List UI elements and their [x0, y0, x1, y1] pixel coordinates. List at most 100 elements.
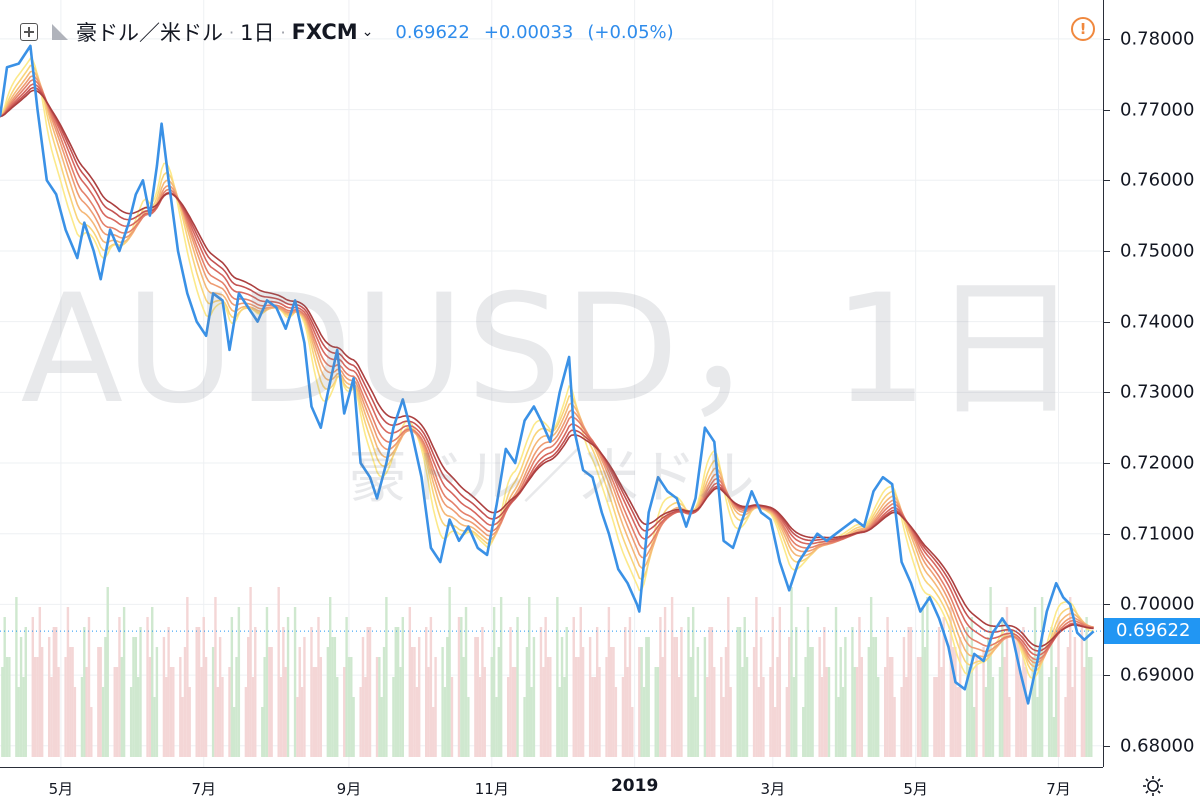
- volume-bar: [69, 647, 72, 757]
- volume-bar: [720, 657, 723, 757]
- chart-canvas[interactable]: [0, 0, 1103, 767]
- price-tick-mark: [1104, 321, 1110, 323]
- volume-bar: [706, 677, 709, 757]
- volume-bar: [417, 637, 421, 757]
- volume-bar: [694, 697, 697, 757]
- volume-bar: [33, 657, 37, 757]
- volume-bar: [1024, 667, 1027, 757]
- volume-bar: [530, 687, 533, 757]
- volume-bar: [298, 647, 301, 757]
- volume-bar: [251, 677, 255, 757]
- volume-bar: [736, 627, 739, 757]
- gear-icon[interactable]: [1142, 775, 1164, 797]
- volume-bar: [790, 587, 793, 757]
- price-tick-label: 0.69000: [1120, 664, 1195, 686]
- volume-bar: [202, 617, 205, 757]
- volume-bar: [64, 657, 67, 757]
- volume-bar: [392, 677, 395, 757]
- time-tick-label: 7月: [1046, 780, 1071, 798]
- plus-square-icon[interactable]: [20, 23, 38, 41]
- volume-bar: [677, 677, 681, 757]
- volume-bar: [598, 667, 601, 757]
- volume-bar: [769, 667, 772, 757]
- volume-bar: [129, 687, 133, 757]
- alert-circle-icon[interactable]: !: [1071, 17, 1095, 41]
- volume-bar: [610, 647, 613, 757]
- exchange-label[interactable]: FXCM: [291, 20, 358, 44]
- price-tick-mark: [1104, 109, 1110, 111]
- volume-bar: [1015, 637, 1018, 757]
- volume-bar: [673, 637, 676, 757]
- volume-bar: [268, 647, 271, 757]
- volume-bar: [155, 647, 159, 757]
- volume-bar: [31, 617, 34, 757]
- time-tick-label: 7月: [191, 780, 217, 798]
- volume-bar: [656, 667, 660, 757]
- volume-bar: [787, 637, 791, 757]
- volume-bar: [197, 627, 201, 757]
- symbol-name[interactable]: 豪ドル／米ドル: [76, 21, 223, 45]
- volume-bar: [120, 657, 123, 757]
- volume-bar: [195, 627, 198, 757]
- chevron-down-icon[interactable]: ⌄: [361, 24, 374, 40]
- volume-bar: [5, 657, 9, 757]
- volume-bar: [244, 687, 248, 757]
- volume-bar: [869, 597, 873, 757]
- volume-bar: [638, 647, 641, 757]
- volume-bar: [347, 657, 351, 757]
- time-tick-label: 3月: [760, 780, 786, 798]
- volume-bar: [1005, 607, 1009, 757]
- flag-icon[interactable]: [52, 24, 68, 40]
- volume-bar: [432, 707, 435, 757]
- volume-bar: [654, 667, 657, 757]
- volume-bar: [460, 617, 463, 757]
- price-axis[interactable]: 0.78000 0.77000 0.76000 0.75000 0.74000 0.730…: [1103, 0, 1200, 767]
- volume-bar: [560, 637, 564, 757]
- volume-bar: [949, 607, 952, 757]
- volume-bar: [90, 707, 93, 757]
- volume-bar: [891, 657, 894, 757]
- volume-bar: [22, 677, 25, 757]
- volume-bar: [179, 657, 182, 757]
- volume-bar: [55, 627, 58, 757]
- volume-bar: [50, 677, 53, 757]
- time-tick-label: 9月: [336, 780, 362, 798]
- volume-bar: [183, 647, 187, 757]
- time-axis[interactable]: 5月 7月 9月 11月 2019 3月 5月 7月: [0, 767, 1103, 807]
- volume-bar: [122, 607, 126, 757]
- volume-bar: [368, 627, 372, 757]
- volume-bar: [577, 657, 580, 757]
- volume-bar: [151, 607, 154, 757]
- volume-bar: [696, 647, 700, 757]
- volume-bar: [134, 637, 138, 757]
- volume-bar: [546, 657, 550, 757]
- volume-bar: [331, 637, 334, 757]
- volume-bar: [1001, 617, 1004, 757]
- volume-bar: [509, 627, 512, 757]
- volume-bar: [139, 627, 142, 757]
- volume-bar: [1083, 667, 1086, 757]
- chart-plot-area[interactable]: AUDUSD，1日 豪ドル／米ドル: [0, 0, 1103, 767]
- volume-bar: [722, 697, 725, 757]
- volume-bar: [366, 627, 369, 757]
- volume-bar: [745, 657, 749, 757]
- volume-bar: [221, 677, 224, 757]
- volume-bar: [408, 607, 412, 757]
- volume-bar: [970, 617, 974, 757]
- volume-bar: [514, 667, 517, 757]
- volume-bar: [853, 667, 856, 757]
- volume-bar: [982, 647, 985, 757]
- volume-bar: [104, 637, 107, 757]
- volume-bar: [628, 617, 632, 757]
- volume-bar: [834, 607, 838, 757]
- volume-bar: [394, 627, 397, 757]
- volume-bar: [532, 637, 536, 757]
- volume-bar: [987, 637, 990, 757]
- price-tick-label: 0.68000: [1120, 735, 1195, 757]
- volume-bar: [118, 617, 121, 757]
- volume-bar: [1050, 627, 1053, 757]
- interval-label[interactable]: 1日: [240, 21, 275, 45]
- volume-bar: [956, 687, 960, 757]
- volume-bar: [752, 647, 756, 757]
- volume-bar: [153, 697, 156, 757]
